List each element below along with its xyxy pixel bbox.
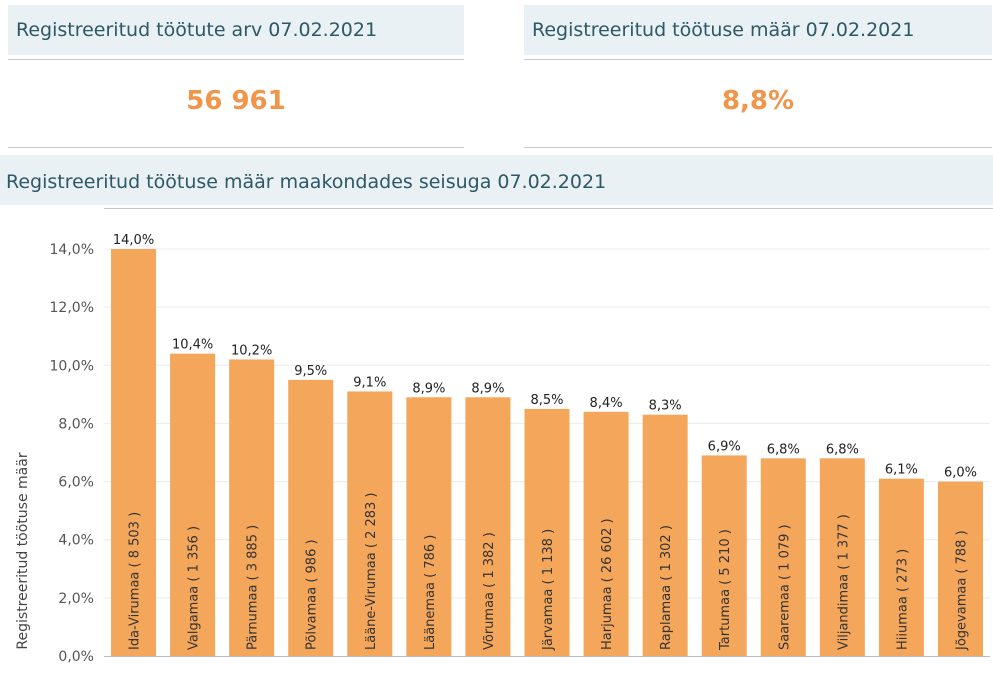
- y-axis-ticks: 0,0% 2,0% 4,0% 6,0% 8,0% 10,0% 12,0% 14,0%: [50, 242, 94, 665]
- value-label: 8,3%: [649, 399, 682, 414]
- y-tick-label: 12,0%: [50, 300, 94, 316]
- value-label: 8,9%: [412, 381, 445, 396]
- category-label: Järvamaa ( 1 138 ): [541, 529, 556, 651]
- category-label: Võrumaa ( 1 382 ): [482, 532, 497, 650]
- kpi-value: 56 961: [186, 86, 286, 116]
- divider: [524, 59, 992, 60]
- y-tick-label: 6,0%: [58, 475, 94, 491]
- kpi-value: 8,8%: [721, 86, 795, 116]
- chart-title: Registreeritud töötuse määr maakondades …: [0, 155, 993, 205]
- category-label: Põlvamaa ( 986 ): [305, 539, 320, 650]
- bar[interactable]: [937, 481, 983, 656]
- value-label: 6,8%: [826, 442, 859, 457]
- bar[interactable]: [760, 458, 806, 656]
- bar[interactable]: [465, 397, 511, 656]
- y-tick-label: 2,0%: [58, 591, 94, 607]
- category-label: Raplamaa ( 1 302 ): [659, 525, 674, 650]
- bar[interactable]: [170, 353, 216, 656]
- kpi-card-unemployment-rate: Registreeritud töötuse määr 07.02.2021 8…: [524, 5, 992, 148]
- bar[interactable]: [406, 397, 452, 656]
- category-label: Lääne-Virumaa ( 2 283 ): [364, 493, 379, 651]
- kpi-card-unemployed-count: Registreeritud töötute arv 07.02.2021 56…: [8, 5, 464, 148]
- category-label: Harjumaa ( 26 602 ): [600, 518, 615, 650]
- value-label: 9,1%: [353, 375, 386, 390]
- value-label: 6,9%: [708, 439, 741, 454]
- category-label: Ida-Virumaa ( 8 503 ): [128, 512, 143, 650]
- y-tick-label: 4,0%: [58, 533, 94, 549]
- bar[interactable]: [701, 455, 747, 656]
- y-tick-label: 14,0%: [50, 242, 94, 258]
- divider: [104, 208, 993, 209]
- category-label: Valgamaa ( 1 356 ): [187, 526, 202, 650]
- category-label: Pärnumaa ( 3 885 ): [246, 525, 261, 650]
- bar[interactable]: [347, 391, 393, 656]
- value-label: 14,0%: [113, 233, 154, 248]
- kpi-title: Registreeritud töötute arv 07.02.2021: [8, 5, 464, 55]
- bar[interactable]: [878, 478, 924, 656]
- bar[interactable]: [229, 359, 275, 656]
- category-label: Hiiumaa ( 273 ): [895, 549, 910, 650]
- value-label: 8,9%: [471, 381, 504, 396]
- y-tick-label: 8,0%: [58, 416, 94, 432]
- category-label: Viljandimaa ( 1 377 ): [836, 514, 851, 650]
- y-tick-label: 10,0%: [50, 358, 94, 374]
- bar-chart: 0,0% 2,0% 4,0% 6,0% 8,0% 10,0% 12,0% 14,0% Regi…: [15, 233, 990, 665]
- category-label: Tartumaa ( 5 210 ): [718, 529, 733, 651]
- value-label: 8,5%: [530, 393, 563, 408]
- bar[interactable]: [642, 414, 688, 656]
- category-label: Jõgevamaa ( 788 ): [954, 530, 969, 651]
- category-label: Läänemaa ( 786 ): [423, 535, 438, 650]
- value-label: 10,2%: [231, 343, 272, 358]
- kpi-title: Registreeritud töötuse määr 07.02.2021: [524, 5, 992, 55]
- bars: [111, 249, 983, 656]
- value-label: 6,8%: [767, 442, 800, 457]
- y-tick-label: 0,0%: [58, 649, 94, 665]
- bar[interactable]: [819, 458, 865, 656]
- y-axis-label: Registreeritud töötuse määr: [15, 452, 31, 649]
- bar[interactable]: [583, 411, 629, 656]
- value-label: 6,1%: [885, 463, 918, 478]
- divider: [8, 59, 464, 60]
- value-label: 9,5%: [294, 364, 327, 379]
- category-label: Saaremaa ( 1 079 ): [777, 524, 792, 650]
- value-label: 6,0%: [944, 466, 977, 481]
- divider: [524, 147, 992, 148]
- value-label: 8,4%: [590, 396, 623, 411]
- value-labels: 14,0% 10,4% 10,2% 9,5% 9,1% 8,9% 8,9% 8,5% 8,4% 8…: [113, 233, 977, 481]
- value-label: 10,4%: [172, 338, 213, 353]
- bar[interactable]: [524, 408, 570, 656]
- category-labels: Ida-Virumaa ( 8 503 ) Valgamaa ( 1 356 ) P…: [128, 493, 970, 652]
- bar[interactable]: [288, 379, 334, 656]
- bar[interactable]: [111, 249, 157, 656]
- divider: [8, 147, 464, 148]
